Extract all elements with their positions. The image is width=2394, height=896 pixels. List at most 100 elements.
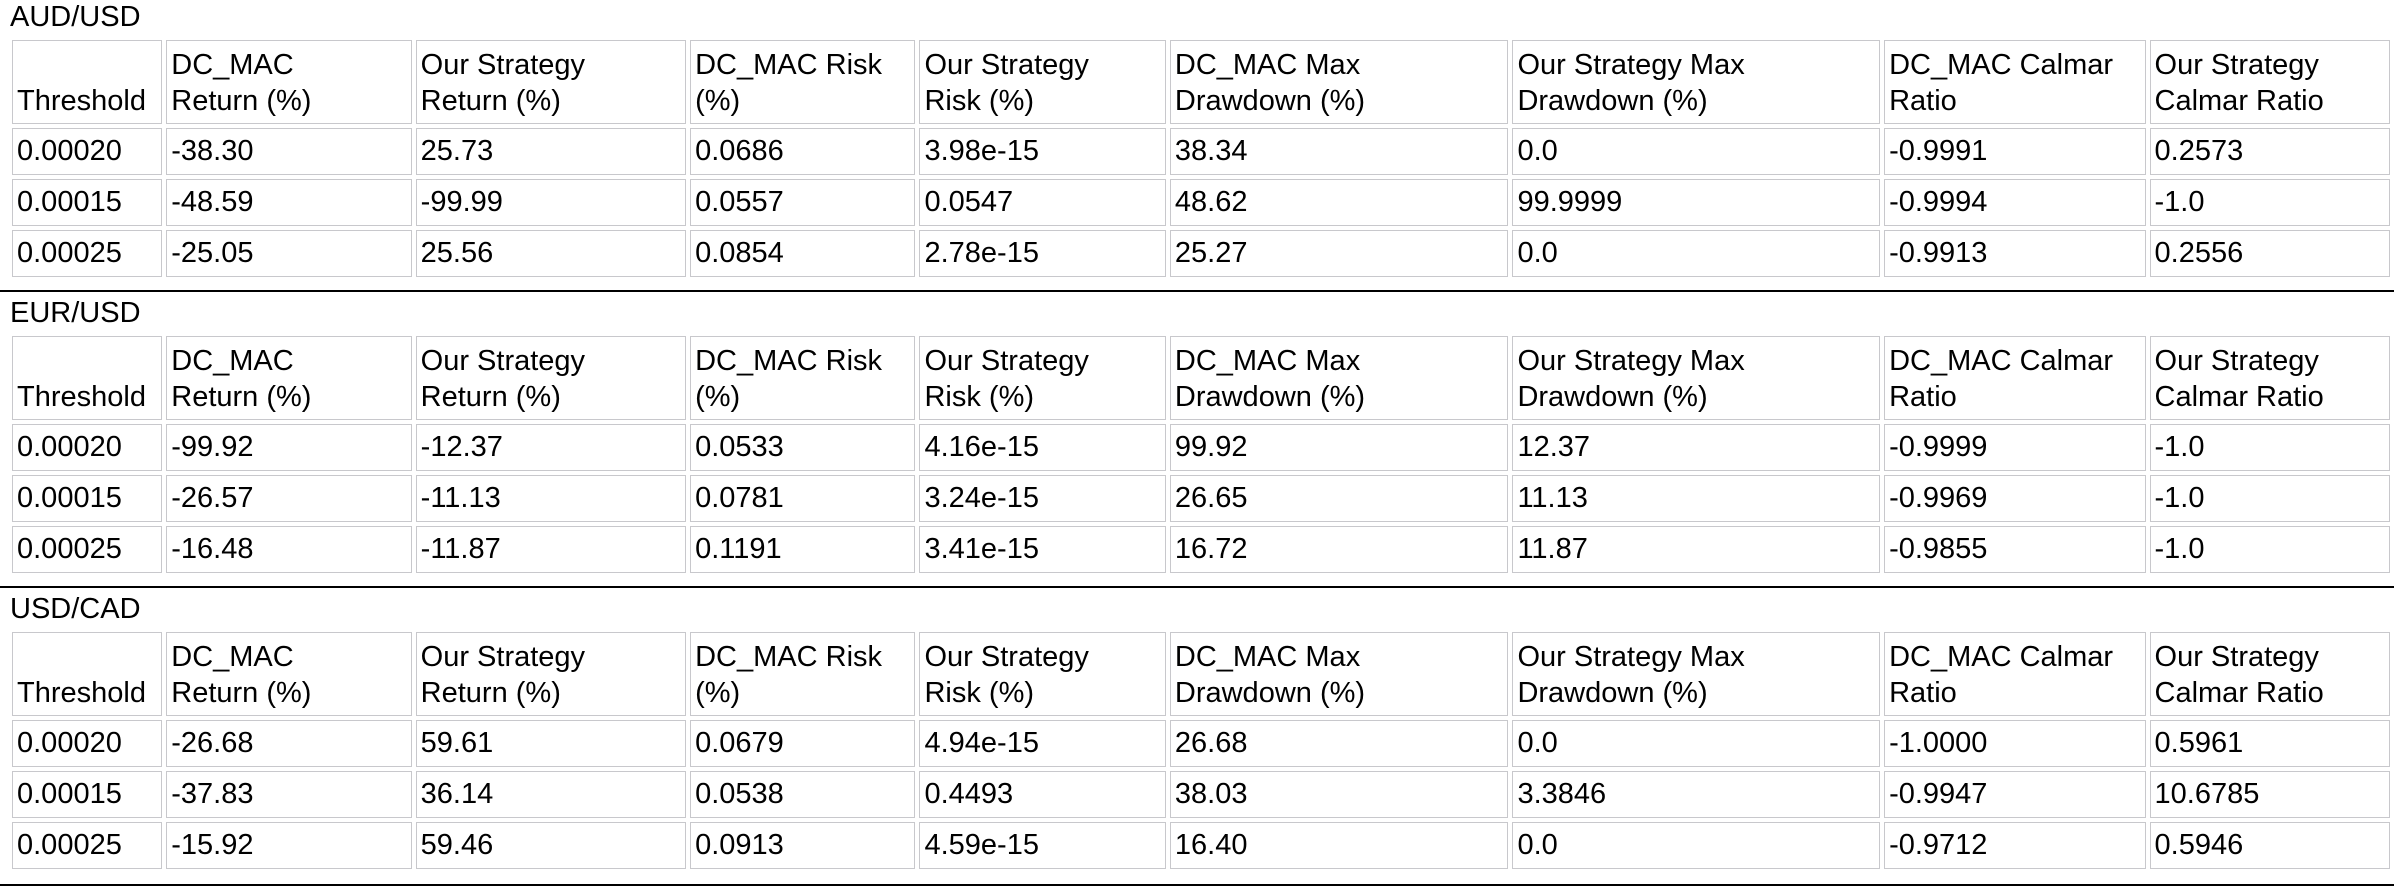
column-header-line: Return (%) — [171, 381, 312, 413]
column-header-line: Our Strategy — [924, 49, 1089, 81]
cell-dc-mac-calmar-ratio: -0.9913 — [1884, 230, 2146, 277]
column-header-dc-mac-calmar-ratio: DC_MAC Calmar Ratio — [1884, 336, 2146, 420]
column-header-line: DC_MAC Risk — [695, 345, 883, 377]
cell-dc-mac-risk: 0.0854 — [690, 230, 916, 277]
column-header-our-strategy-return: Our Strategy Return (%) — [415, 336, 687, 420]
column-header-line: Our Strategy Max — [1517, 641, 1745, 673]
currency-pair-title: USD/CAD — [10, 593, 141, 625]
cell-dc-mac-risk: 0.0686 — [690, 128, 916, 175]
cell-dc-mac-risk: 0.1191 — [690, 526, 916, 573]
column-header-line: Threshold — [17, 85, 146, 117]
cell-our-strategy-calmar-ratio: -1.0 — [2149, 179, 2390, 226]
column-header-line: Our Strategy — [420, 49, 586, 81]
cell-our-strategy-risk: 0.4493 — [919, 771, 1166, 818]
column-header-threshold: Threshold — [12, 40, 163, 124]
cell-dc-mac-max-drawdown: 25.27 — [1169, 230, 1509, 277]
column-header-dc-mac-risk: DC_MAC Risk (%) — [690, 40, 916, 124]
column-header-line: Drawdown (%) — [1174, 381, 1366, 413]
table-row: 0.00025 -25.05 25.56 0.0854 2.78e-15 25.27 0.0… — [12, 230, 2390, 277]
column-header-line: Our Strategy — [924, 345, 1089, 377]
column-header-our-strategy-risk: Our Strategy Risk (%) — [919, 40, 1166, 124]
cell-dc-mac-risk: 0.0557 — [690, 179, 916, 226]
cell-threshold: 0.00015 — [12, 179, 163, 226]
column-header-line: DC_MAC Calmar — [1889, 345, 2114, 377]
cell-our-strategy-calmar-ratio: -1.0 — [2149, 526, 2390, 573]
column-header-line: Risk (%) — [924, 381, 1035, 413]
cell-our-strategy-risk: 4.16e-15 — [919, 424, 1166, 471]
column-header-line: DC_MAC — [171, 345, 294, 377]
cell-our-strategy-return: 25.56 — [415, 230, 687, 277]
cell-threshold: 0.00015 — [12, 475, 163, 522]
column-header-our-strategy-risk: Our Strategy Risk (%) — [919, 632, 1166, 716]
cell-our-strategy-return: 25.73 — [415, 128, 687, 175]
cell-dc-mac-max-drawdown: 16.40 — [1169, 822, 1509, 869]
column-header-threshold: Threshold — [12, 632, 163, 716]
column-header-line: Our Strategy — [420, 641, 586, 673]
column-header-line: Return (%) — [420, 85, 561, 117]
cell-threshold: 0.00020 — [12, 128, 163, 175]
column-header-line: Return (%) — [420, 677, 561, 709]
cell-dc-mac-max-drawdown: 16.72 — [1169, 526, 1509, 573]
table-row: 0.00015 -48.59 -99.99 0.0557 0.0547 48.62 99.9… — [12, 179, 2390, 226]
cell-dc-mac-calmar-ratio: -0.9947 — [1884, 771, 2146, 818]
cell-dc-mac-calmar-ratio: -0.9994 — [1884, 179, 2146, 226]
column-header-line: Return (%) — [420, 381, 561, 413]
cell-dc-mac-return: -25.05 — [166, 230, 412, 277]
cell-our-strategy-max-drawdown: 11.87 — [1512, 526, 1881, 573]
column-header-line: Ratio — [1889, 381, 1957, 413]
cell-our-strategy-max-drawdown: 0.0 — [1512, 230, 1881, 277]
column-header-our-strategy-max-drawdown: Our Strategy Max Drawdown (%) — [1512, 40, 1881, 124]
cell-our-strategy-return: 59.61 — [415, 720, 687, 767]
cell-threshold: 0.00015 — [12, 771, 163, 818]
column-header-line: Drawdown (%) — [1517, 85, 1708, 117]
column-header-line: Return (%) — [171, 677, 312, 709]
column-header-dc-mac-risk: DC_MAC Risk (%) — [690, 336, 916, 420]
cell-our-strategy-return: 36.14 — [415, 771, 687, 818]
table-row: 0.00025 -15.92 59.46 0.0913 4.59e-15 16.40 0.0… — [12, 822, 2390, 869]
cell-our-strategy-calmar-ratio: 0.5961 — [2149, 720, 2390, 767]
cell-dc-mac-risk: 0.0913 — [690, 822, 916, 869]
cell-dc-mac-calmar-ratio: -0.9969 — [1884, 475, 2146, 522]
table-row: 0.00020 -38.30 25.73 0.0686 3.98e-15 38.34 0.0… — [12, 128, 2390, 175]
column-header-line: Calmar Ratio — [2154, 85, 2324, 117]
cell-our-strategy-risk: 3.98e-15 — [919, 128, 1166, 175]
cell-dc-mac-calmar-ratio: -0.9999 — [1884, 424, 2146, 471]
cell-dc-mac-max-drawdown: 38.34 — [1169, 128, 1509, 175]
table-header-row: Threshold DC_MAC Return (%) Our Strategy Ret… — [12, 40, 2390, 124]
column-header-dc-mac-calmar-ratio: DC_MAC Calmar Ratio — [1884, 632, 2146, 716]
cell-dc-mac-return: -38.30 — [166, 128, 412, 175]
currency-pair-title: AUD/USD — [10, 1, 141, 33]
cell-our-strategy-return: -99.99 — [415, 179, 687, 226]
table-row: 0.00015 -26.57 -11.13 0.0781 3.24e-15 26.65 11… — [12, 475, 2390, 522]
column-header-line: Ratio — [1889, 85, 1957, 117]
cell-our-strategy-max-drawdown: 0.0 — [1512, 128, 1881, 175]
cell-our-strategy-risk: 3.41e-15 — [919, 526, 1166, 573]
table-row: 0.00025 -16.48 -11.87 0.1191 3.41e-15 16.72 11… — [12, 526, 2390, 573]
cell-our-strategy-max-drawdown: 0.0 — [1512, 822, 1881, 869]
cell-our-strategy-return: -11.87 — [415, 526, 687, 573]
column-header-dc-mac-max-drawdown: DC_MAC Max Drawdown (%) — [1169, 40, 1509, 124]
column-header-line: Our Strategy Max — [1517, 49, 1745, 81]
column-header-line: DC_MAC Max — [1174, 641, 1361, 673]
column-header-line: Drawdown (%) — [1174, 85, 1366, 117]
cell-our-strategy-risk: 4.59e-15 — [919, 822, 1166, 869]
table-row: 0.00020 -99.92 -12.37 0.0533 4.16e-15 99.92 12… — [12, 424, 2390, 471]
table-header-row: Threshold DC_MAC Return (%) Our Strategy Ret… — [12, 336, 2390, 420]
cell-our-strategy-calmar-ratio: -1.0 — [2149, 475, 2390, 522]
column-header-dc-mac-max-drawdown: DC_MAC Max Drawdown (%) — [1169, 632, 1509, 716]
column-header-line: Drawdown (%) — [1174, 677, 1366, 709]
cell-dc-mac-calmar-ratio: -0.9855 — [1884, 526, 2146, 573]
cell-our-strategy-risk: 2.78e-15 — [919, 230, 1166, 277]
cell-our-strategy-calmar-ratio: 10.6785 — [2149, 771, 2390, 818]
currency-pair-title: EUR/USD — [10, 297, 141, 329]
cell-our-strategy-return: -12.37 — [415, 424, 687, 471]
cell-dc-mac-return: -16.48 — [166, 526, 412, 573]
cell-our-strategy-risk: 3.24e-15 — [919, 475, 1166, 522]
cell-dc-mac-max-drawdown: 26.68 — [1169, 720, 1509, 767]
cell-dc-mac-max-drawdown: 26.65 — [1169, 475, 1509, 522]
results-table: Threshold DC_MAC Return (%) Our Strategy Ret… — [8, 332, 2394, 577]
column-header-dc-mac-risk: DC_MAC Risk (%) — [690, 632, 916, 716]
column-header-line: Risk (%) — [924, 677, 1035, 709]
cell-our-strategy-max-drawdown: 12.37 — [1512, 424, 1881, 471]
table-header-row: Threshold DC_MAC Return (%) Our Strategy Ret… — [12, 632, 2390, 716]
